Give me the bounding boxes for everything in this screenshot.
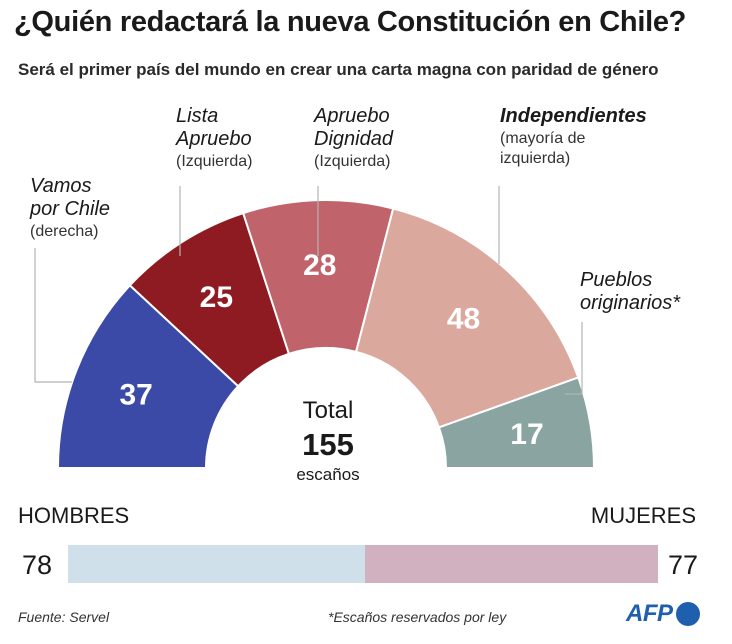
leader-line-pueblos-originarios [565,322,583,395]
total-unit: escaños [296,465,359,484]
leader-line-vamos-por-chile [34,248,72,383]
afp-logo-dot [675,602,700,626]
party-note-lista-apruebo-0: (Izquierda) [176,153,252,170]
hombres-bar [68,545,365,583]
chart-title: ¿Quién redactará la nueva Constitución e… [14,6,687,38]
reserved-seats-note: *Escaños reservados por ley [328,609,507,625]
party-name-apruebo-dignidad-0: Apruebo [313,105,390,127]
seat-count-vamos-por-chile: 37 [119,378,152,411]
party-name-lista-apruebo-1: Apruebo [175,128,252,150]
party-note-independientes-0: (mayoría de [500,130,585,147]
hombres-count: 78 [22,550,53,580]
afp-logo: AFP [626,600,700,628]
total-label: Total [303,397,354,424]
party-note-vamos-por-chile-0: (derecha) [30,223,98,240]
party-name-lista-apruebo-0: Lista [176,105,218,127]
party-name-pueblos-originarios-1: originarios* [580,292,681,314]
seat-count-lista-apruebo: 25 [200,281,233,314]
mujeres-count: 77 [667,550,698,580]
total-value: 155 [302,427,354,462]
segment-pueblos-originarios [437,376,596,469]
party-note-apruebo-dignidad-0: (Izquierda) [314,153,390,170]
party-note-independientes-1: izquierda) [500,150,570,167]
hombres-label: HOMBRES [18,503,130,528]
chart-subtitle: Será el primer país del mundo en crear u… [18,60,659,79]
seat-count-apruebo-dignidad: 28 [303,249,336,282]
seat-count-pueblos-originarios: 17 [510,418,543,451]
party-name-apruebo-dignidad-1: Dignidad [314,128,394,150]
segment-independientes [354,207,580,429]
party-name-pueblos-originarios-0: Pueblos [580,269,652,291]
party-name-vamos-por-chile-1: por Chile [29,198,110,220]
party-name-vamos-por-chile-0: Vamos [30,175,92,197]
afp-logo-text: AFP [626,600,673,627]
mujeres-bar [364,545,658,583]
source-note: Fuente: Servel [18,609,110,625]
seat-count-independientes: 48 [447,302,480,335]
party-name-independientes-0: Independientes [500,105,647,127]
mujeres-label: MUJERES [590,503,696,528]
segment-vamos-por-chile [56,283,240,469]
